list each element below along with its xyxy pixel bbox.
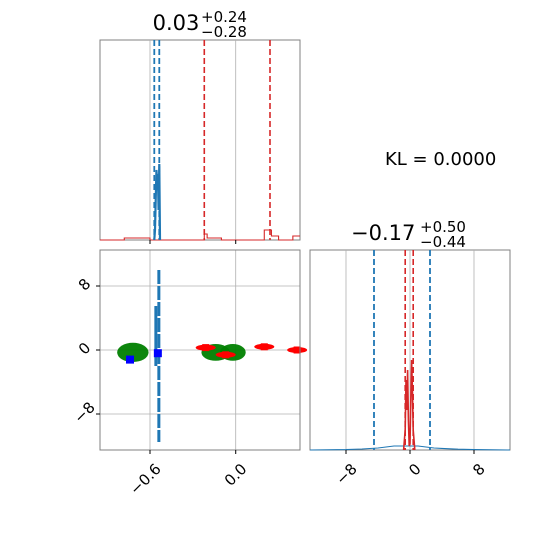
right-marginal-panel: −8 0 8 −0.17 +0.50 −0.44: [309, 218, 511, 488]
joint-y-tick-label: −8: [70, 398, 98, 426]
joint-blue-square: [126, 355, 134, 364]
joint-x-tick-label: −0.6: [126, 460, 164, 498]
right-x-tick-label: 8: [469, 460, 488, 479]
joint-x-tick-label: 0.0: [221, 460, 251, 490]
top-panel-grid: [149, 40, 237, 240]
joint-y-tick-label: 0: [75, 339, 94, 358]
joint-blue-square: [153, 349, 162, 358]
top-panel-x-ticks: [149, 240, 237, 244]
joint-scatter-panel: −0.6 0.0 −8 0 8: [70, 249, 308, 499]
top-series-red: [100, 229, 300, 241]
right-title-main: −0.17: [351, 221, 415, 245]
top-series-blue: [153, 163, 162, 241]
right-x-tick-label: 0: [405, 460, 424, 479]
joint-green-ellipse: [117, 342, 149, 362]
right-panel-quantile-lines: [373, 250, 431, 450]
right-title-sup: +0.50: [420, 218, 466, 236]
top-title-main: 0.03: [153, 11, 200, 35]
right-series-red: [402, 359, 416, 451]
joint-panel-marks: [117, 270, 308, 442]
top-panel-histograms: [100, 163, 300, 241]
joint-y-tick-label: 8: [75, 275, 94, 294]
joint-red-marker: [293, 346, 301, 354]
top-panel-quantile-lines: [153, 40, 271, 240]
kl-label: KL = 0.0000: [385, 149, 496, 170]
right-panel-x-ticks: −8 0 8: [332, 450, 489, 488]
joint-panel-y-ticks: −8 0 8: [70, 275, 100, 427]
right-x-tick-label: −8: [332, 460, 360, 488]
top-title-sub: −0.28: [201, 23, 247, 41]
joint-red-marker: [222, 351, 230, 359]
joint-red-marker: [260, 343, 268, 351]
top-panel-title: 0.03: [153, 11, 200, 35]
joint-panel-x-ticks: −0.6 0.0: [126, 450, 250, 499]
right-title-sub: −0.44: [420, 233, 466, 251]
top-marginal-panel: 0.03 +0.24 −0.28: [99, 8, 301, 244]
right-panel-histograms: [309, 359, 511, 451]
joint-red-marker: [202, 344, 210, 352]
top-title-sup: +0.24: [201, 8, 247, 26]
